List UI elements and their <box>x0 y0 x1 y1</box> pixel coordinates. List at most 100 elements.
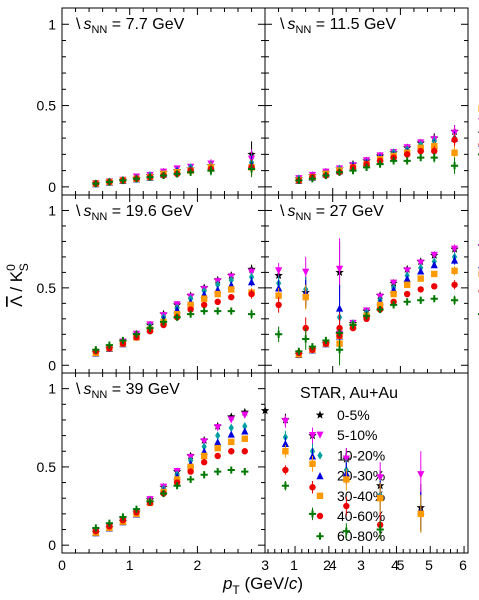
data-point <box>335 265 344 273</box>
data-point <box>451 136 458 143</box>
data-point <box>417 259 425 267</box>
data-point <box>187 306 194 313</box>
data-point <box>242 422 248 431</box>
data-point <box>403 151 411 158</box>
data-point <box>403 298 411 306</box>
data-point <box>417 510 425 518</box>
data-point <box>451 281 458 288</box>
data-point <box>451 149 458 156</box>
data-point <box>275 301 282 309</box>
series-10-20% <box>93 154 255 188</box>
x-tick-label: 4 <box>329 557 337 573</box>
data-point <box>214 452 221 460</box>
data-point <box>403 267 411 275</box>
legend-marker <box>315 410 325 419</box>
x-tick-label: 3 <box>261 557 269 573</box>
data-point <box>228 275 234 285</box>
data-point <box>228 293 235 301</box>
data-point <box>308 510 317 518</box>
y-tick-label: 1 <box>48 16 56 32</box>
series-60-80% <box>295 295 479 355</box>
data-point <box>308 343 316 351</box>
x-tick-label: 4 <box>391 557 399 573</box>
legend-label: 5-10% <box>337 427 377 443</box>
y-tick-label: 0 <box>48 179 56 195</box>
data-point <box>207 167 215 175</box>
data-point <box>362 312 371 320</box>
data-point <box>228 448 235 455</box>
data-point <box>241 468 249 476</box>
data-point <box>214 290 221 298</box>
data-point <box>417 267 425 275</box>
data-point <box>132 505 141 513</box>
data-point <box>215 431 221 440</box>
data-point <box>302 293 309 301</box>
panel-title-27: \ sNN = 27 GeV <box>280 203 384 223</box>
data-point <box>281 417 290 426</box>
data-point <box>260 406 270 415</box>
x-tick-label: 2 <box>194 557 202 573</box>
panel-grid <box>61 7 469 554</box>
legend-marker <box>316 532 324 540</box>
data-point <box>275 292 282 299</box>
data-point <box>241 411 249 419</box>
data-point <box>241 435 248 442</box>
legend-marker <box>316 492 324 499</box>
data-point <box>450 296 459 304</box>
x-tick-label: 0 <box>58 557 66 573</box>
x-tick-label: 6 <box>459 557 467 573</box>
data-point <box>200 301 208 309</box>
data-point <box>349 321 357 329</box>
legend-label: 60-80% <box>337 528 385 544</box>
series-0-5% <box>91 141 256 188</box>
y-tick-label: 0 <box>48 537 56 553</box>
data-point <box>362 163 371 171</box>
data-point <box>308 175 316 183</box>
data-point <box>146 173 154 181</box>
data-point <box>403 274 411 283</box>
data-point <box>214 307 222 315</box>
data-point <box>282 448 289 455</box>
series-5-10% <box>295 118 479 183</box>
series-10-20% <box>93 272 343 358</box>
data-point <box>335 304 344 312</box>
data-point <box>322 171 330 180</box>
data-point <box>159 171 168 180</box>
data-point <box>227 466 235 474</box>
data-point <box>417 471 425 479</box>
x-tick-label: 2 <box>323 557 331 573</box>
x-tick-label: 5 <box>397 557 405 573</box>
data-marks <box>91 105 479 539</box>
data-point <box>173 313 181 321</box>
data-point <box>451 267 458 275</box>
data-point <box>403 157 411 165</box>
x-tick-label: 5 <box>425 557 433 573</box>
series-40-60% <box>295 280 479 357</box>
data-point <box>417 296 425 304</box>
data-point <box>241 427 249 435</box>
data-point <box>417 275 424 282</box>
x-tick-label: 1 <box>126 557 134 573</box>
y-tick-label: 1 <box>48 381 56 397</box>
legend-marker <box>317 451 323 460</box>
series-60-80% <box>92 307 344 366</box>
data-point <box>159 318 168 326</box>
data-point <box>390 279 398 287</box>
y-tick-label: 1 <box>48 202 56 218</box>
data-point <box>247 278 256 286</box>
data-point <box>187 463 194 471</box>
legend-marker <box>316 431 324 439</box>
data-point <box>159 489 168 498</box>
data-point <box>248 290 255 298</box>
data-point <box>119 176 127 184</box>
data-point <box>431 147 438 155</box>
legend-label: 10-20% <box>337 447 385 463</box>
data-point <box>214 438 222 446</box>
data-point <box>146 497 154 505</box>
data-point <box>376 525 384 534</box>
data-point <box>187 301 194 309</box>
data-point <box>430 251 438 259</box>
data-point <box>92 346 100 354</box>
y-tick-label: 0.5 <box>37 459 57 475</box>
